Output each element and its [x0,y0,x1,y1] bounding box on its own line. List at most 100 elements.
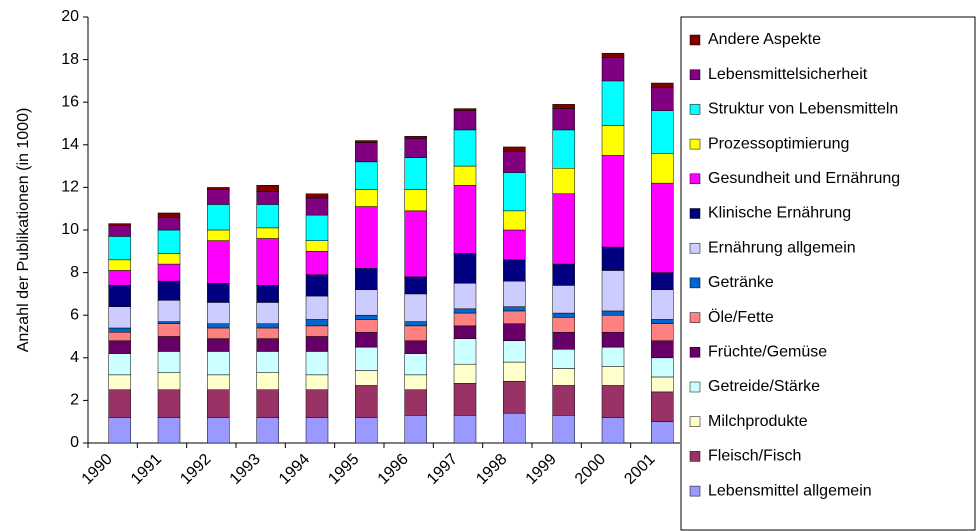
legend-label: Getreide/Stärke [708,378,820,395]
bar-segment [601,346,625,367]
bar-segment [404,389,427,416]
legend-label: Lebensmittelsicherheit [708,66,868,83]
bar-segment [552,167,575,195]
bar-segment [207,187,230,190]
legend-label: Andere Aspekte [708,31,821,48]
x-tick-label: 1990 [79,451,116,488]
bar-segment [256,338,279,352]
bar-segment [503,323,526,342]
bar-segment [256,389,279,418]
bar-segment [355,161,378,190]
legend-swatch [689,277,701,289]
legend-label: Prozessoptimierung [708,135,849,152]
bar-segment [453,325,477,339]
bar-segment [305,336,329,352]
bar-segment [552,129,575,169]
bar-segment [157,321,181,324]
bar-segment [355,314,378,320]
bar-segment [305,389,329,418]
bar-segment [601,331,625,348]
bar-segment [552,331,575,350]
bar-segment [207,229,230,241]
bar-segment [404,136,427,139]
bar-segment [108,270,131,286]
bar-segment [108,259,131,271]
bar-segment [503,412,526,444]
bar-segment [453,165,477,186]
legend-swatch [689,451,701,462]
bar-segment [256,372,279,390]
bar-segment [157,372,181,390]
bar-segment [651,319,674,324]
legend-swatch [689,347,701,358]
legend-label: Klinische Ernährung [708,205,851,222]
bar-segment [404,415,427,444]
bar-segment [256,238,279,286]
bar-segment [552,349,575,369]
legend-swatch [689,173,701,185]
bar-segment [503,280,526,307]
bar-segment [404,189,427,212]
bar-segment [355,417,378,444]
bar-segment [404,276,427,295]
bar-segment [453,312,477,327]
bar-segment [552,317,575,333]
bar-segment [305,193,329,199]
bar-segment [157,280,181,301]
bar-segment [453,129,477,167]
bar-segment [108,374,131,390]
bar-segment [207,240,230,284]
legend-label: Fleisch/Fisch [708,448,801,465]
bar-segment [651,391,674,422]
bar-segment [503,380,526,414]
legend-label: Struktur von Lebensmitteln [708,101,898,118]
bar-segment [305,351,329,376]
bar-segment [355,385,378,418]
bar-segment [256,351,279,373]
bar-segment [404,353,427,376]
legend-box [680,16,976,531]
legend-swatch [689,208,701,219]
bar-segment [503,146,526,152]
bar-segment [453,253,477,284]
bar-segment [207,189,230,205]
bar-segment [207,323,230,329]
bar-segment [355,370,378,386]
bar-segment [108,225,131,237]
bar-segment [552,385,575,416]
bar-segment [108,340,131,354]
bar-segment [355,142,378,163]
bar-segment [157,323,181,337]
legend-label: Lebensmittel allgemein [708,482,872,499]
bar-segment [108,417,131,444]
legend-label: Milchprodukte [708,413,808,430]
bar-segment [256,323,279,329]
bar-segment [355,331,378,348]
bar-segment [207,374,230,390]
legend-swatch [689,104,701,115]
x-tick-label: 1999 [523,451,560,488]
legend-swatch [689,138,701,150]
x-tick-label: 1996 [375,451,412,488]
bar-segment [552,108,575,131]
bar-segment [157,389,181,418]
y-tick-label: 12 [61,179,79,196]
bar-segment [601,57,625,82]
x-tick-label: 1992 [177,451,214,488]
bar-segment [305,295,329,320]
bar-segment [601,417,625,444]
bar-segment [355,189,378,207]
bar-segment [157,351,181,373]
bar-segment [404,340,427,354]
bar-segment [651,289,674,320]
bar-segment [552,285,575,314]
bar-segment [108,327,131,333]
bar-segment [108,223,131,226]
y-tick-label: 16 [61,93,79,110]
bar-segment [108,285,131,307]
legend-swatch [689,485,701,497]
x-tick-label: 1994 [276,451,313,488]
bar-segment [207,302,230,324]
legend-label: Ernährung allgemein [708,239,856,256]
